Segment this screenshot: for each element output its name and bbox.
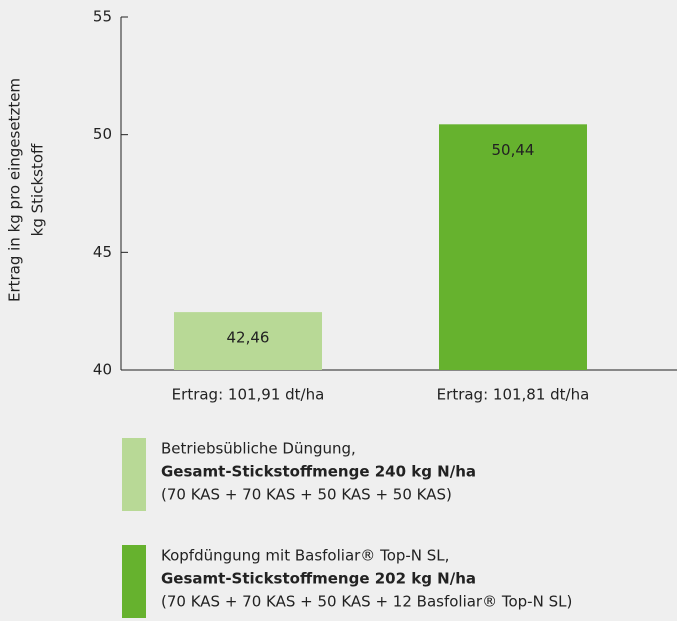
legend-text: Betriebsübliche Düngung,	[161, 440, 356, 458]
value-label: 50,44	[492, 141, 535, 159]
legend-text: Gesamt-Stickstoffmenge 240 kg N/ha	[161, 463, 476, 481]
value-label: 42,46	[227, 329, 270, 347]
legend-text: (70 KAS + 70 KAS + 50 KAS + 50 KAS)	[161, 486, 452, 504]
y-tick-label: 55	[93, 8, 112, 26]
legend-text: Kopfdüngung mit Basfoliar® Top-N SL,	[161, 547, 449, 565]
y-axis-label: kg Stickstoff	[29, 143, 47, 236]
y-tick-label: 50	[93, 125, 112, 143]
bar	[439, 124, 587, 370]
x-tick-label: Ertrag: 101,91 dt/ha	[172, 386, 325, 404]
legend-text: (70 KAS + 70 KAS + 50 KAS + 12 Basfoliar…	[161, 593, 572, 611]
y-tick-label: 40	[93, 361, 112, 379]
x-tick-label: Ertrag: 101,81 dt/ha	[437, 386, 590, 404]
bar	[174, 312, 322, 370]
legend-swatch	[122, 438, 146, 511]
y-axis-label: Ertrag in kg pro eingesetztem	[6, 78, 24, 302]
y-tick-label: 45	[93, 243, 112, 261]
legend-text: Gesamt-Stickstoffmenge 202 kg N/ha	[161, 570, 476, 588]
legend-swatch	[122, 545, 146, 618]
